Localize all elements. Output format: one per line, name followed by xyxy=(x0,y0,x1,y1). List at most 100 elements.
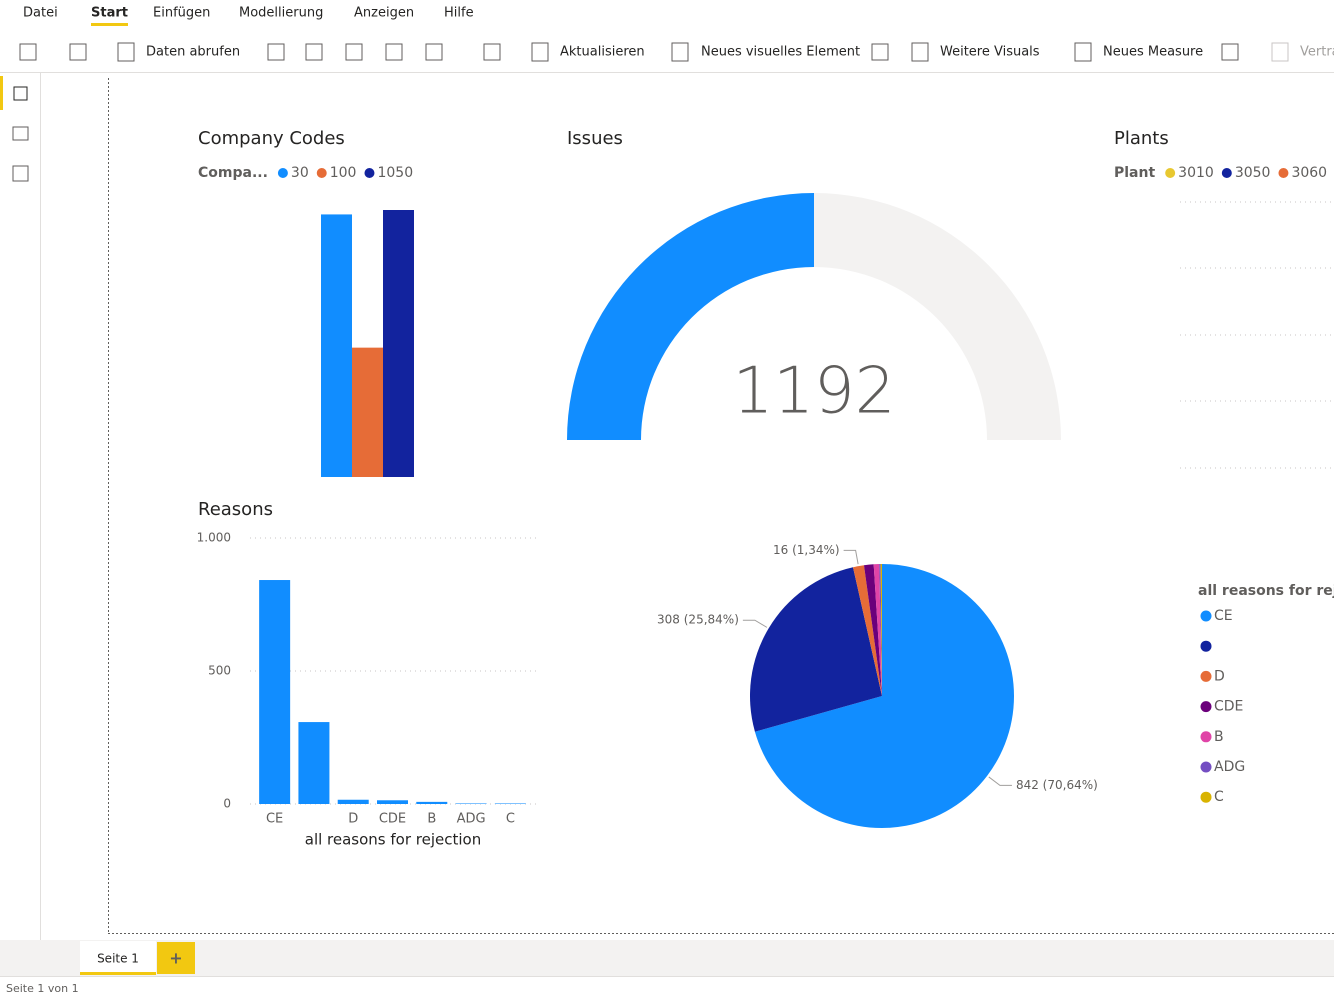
toolbar-icon[interactable] xyxy=(871,43,889,61)
legend-title: Compa... xyxy=(198,165,268,181)
x-tick-label: CE xyxy=(266,812,283,827)
legend-label: C xyxy=(1214,789,1224,805)
legend-label: D xyxy=(1214,668,1225,684)
data-label: 842 (70,64%) xyxy=(1016,778,1098,792)
x-axis-title: all reasons for rejection xyxy=(305,831,481,849)
gauge-value: 1192 xyxy=(733,355,896,429)
chart-title: Plants xyxy=(1114,128,1169,149)
ribbon xyxy=(0,0,1334,72)
toolbar-button[interactable]: Daten abrufen xyxy=(146,45,240,60)
legend-marker xyxy=(1200,640,1212,652)
chart-title: Company Codes xyxy=(198,128,345,149)
legend-title: Plant xyxy=(1114,165,1155,181)
toolbar-icon[interactable] xyxy=(425,43,443,61)
legend-marker xyxy=(1278,168,1289,178)
menu-tab[interactable]: Hilfe xyxy=(444,6,474,21)
legend-marker xyxy=(1200,791,1212,803)
toolbar-icon[interactable] xyxy=(267,43,285,61)
button-icon xyxy=(531,42,549,62)
legend-label: 30 xyxy=(291,165,309,181)
toolbar-icon[interactable] xyxy=(483,43,501,61)
y-tick-label: 500 xyxy=(208,664,231,678)
pie-slice xyxy=(749,567,882,732)
bar xyxy=(455,803,487,804)
add-page-button[interactable] xyxy=(157,942,195,974)
button-icon xyxy=(117,42,135,62)
bar xyxy=(321,214,352,477)
x-tick-label: D xyxy=(348,812,358,827)
legend-marker xyxy=(1200,731,1212,743)
leader-line xyxy=(742,619,768,628)
legend-label: ADG xyxy=(1214,759,1245,775)
toolbar-button[interactable]: Aktualisieren xyxy=(560,45,645,60)
legend-marker xyxy=(1200,701,1212,713)
menu-tab[interactable]: Einfügen xyxy=(153,6,210,21)
bar xyxy=(377,800,408,804)
pie-slice xyxy=(880,564,882,696)
legend-marker xyxy=(277,168,288,178)
sidebar-active xyxy=(0,76,3,110)
legend-label: 3060 xyxy=(1291,165,1327,181)
toolbar-icon[interactable] xyxy=(385,43,403,61)
x-tick-label: ADG xyxy=(457,812,486,827)
pie-slice xyxy=(853,565,882,696)
legend-marker xyxy=(364,168,375,178)
toolbar-icon[interactable] xyxy=(345,43,363,61)
toolbar-button[interactable]: Neues Measure xyxy=(1103,45,1203,60)
legend-label: 1050 xyxy=(377,165,413,181)
plants-grid xyxy=(1180,201,1334,469)
data-view-icon[interactable] xyxy=(12,126,29,141)
menu-tab[interactable]: Anzeigen xyxy=(354,6,414,21)
legend-label: CDE xyxy=(1214,699,1243,715)
legend-marker xyxy=(1200,670,1212,682)
page-tab-label[interactable]: Seite 1 xyxy=(97,952,139,966)
bar xyxy=(383,210,414,477)
bar xyxy=(416,801,448,804)
legend-label: CE xyxy=(1214,608,1233,624)
menu-tab[interactable]: Modellierung xyxy=(239,6,323,21)
gauge-fill xyxy=(567,193,814,440)
legend-marker xyxy=(1165,168,1176,178)
toolbar-icon[interactable] xyxy=(69,43,87,61)
toolbar-button[interactable]: Vertra xyxy=(1300,45,1334,60)
data-label: 16 (1,34%) xyxy=(773,543,840,557)
toolbar-icon[interactable] xyxy=(19,43,37,61)
toolbar-icon[interactable] xyxy=(1221,43,1239,61)
menu-tab[interactable]: Start xyxy=(91,6,128,21)
legend-marker xyxy=(1221,168,1232,178)
chart-title: Reasons xyxy=(198,499,273,520)
legend-label: B xyxy=(1214,729,1224,745)
add-page-label[interactable]: + xyxy=(169,949,182,968)
leader-line xyxy=(988,776,1012,786)
page-tab[interactable] xyxy=(80,941,156,974)
pie-slice xyxy=(754,564,1014,828)
toolbar-icon[interactable] xyxy=(305,43,323,61)
pie-slice xyxy=(863,564,882,696)
legend-label: 3010 xyxy=(1178,165,1214,181)
button-icon xyxy=(1271,42,1289,62)
toolbar-button[interactable]: Neues visuelles Element xyxy=(701,45,860,60)
bar xyxy=(352,347,383,477)
gauge-track xyxy=(814,193,1061,440)
model-view-icon[interactable] xyxy=(12,165,29,182)
toolbar-button[interactable]: Weitere Visuals xyxy=(940,45,1040,60)
legend-marker xyxy=(316,168,327,178)
button-icon xyxy=(671,42,689,62)
x-tick-label: C xyxy=(506,812,515,827)
status-bar xyxy=(0,976,1334,1000)
bar xyxy=(298,722,330,804)
report-view-icon[interactable] xyxy=(13,86,28,101)
pie-slice xyxy=(873,564,882,696)
data-label: 308 (25,84%) xyxy=(657,613,739,627)
sidebar xyxy=(0,73,40,940)
legend-title: all reasons for rejection xyxy=(1198,583,1334,599)
legend-marker xyxy=(1200,610,1212,622)
menu-tab[interactable]: Datei xyxy=(23,6,58,21)
button-icon xyxy=(911,42,929,62)
legend-label: 3050 xyxy=(1235,165,1271,181)
y-tick-label: 0 xyxy=(223,797,231,811)
active-tab-underline xyxy=(91,23,128,26)
